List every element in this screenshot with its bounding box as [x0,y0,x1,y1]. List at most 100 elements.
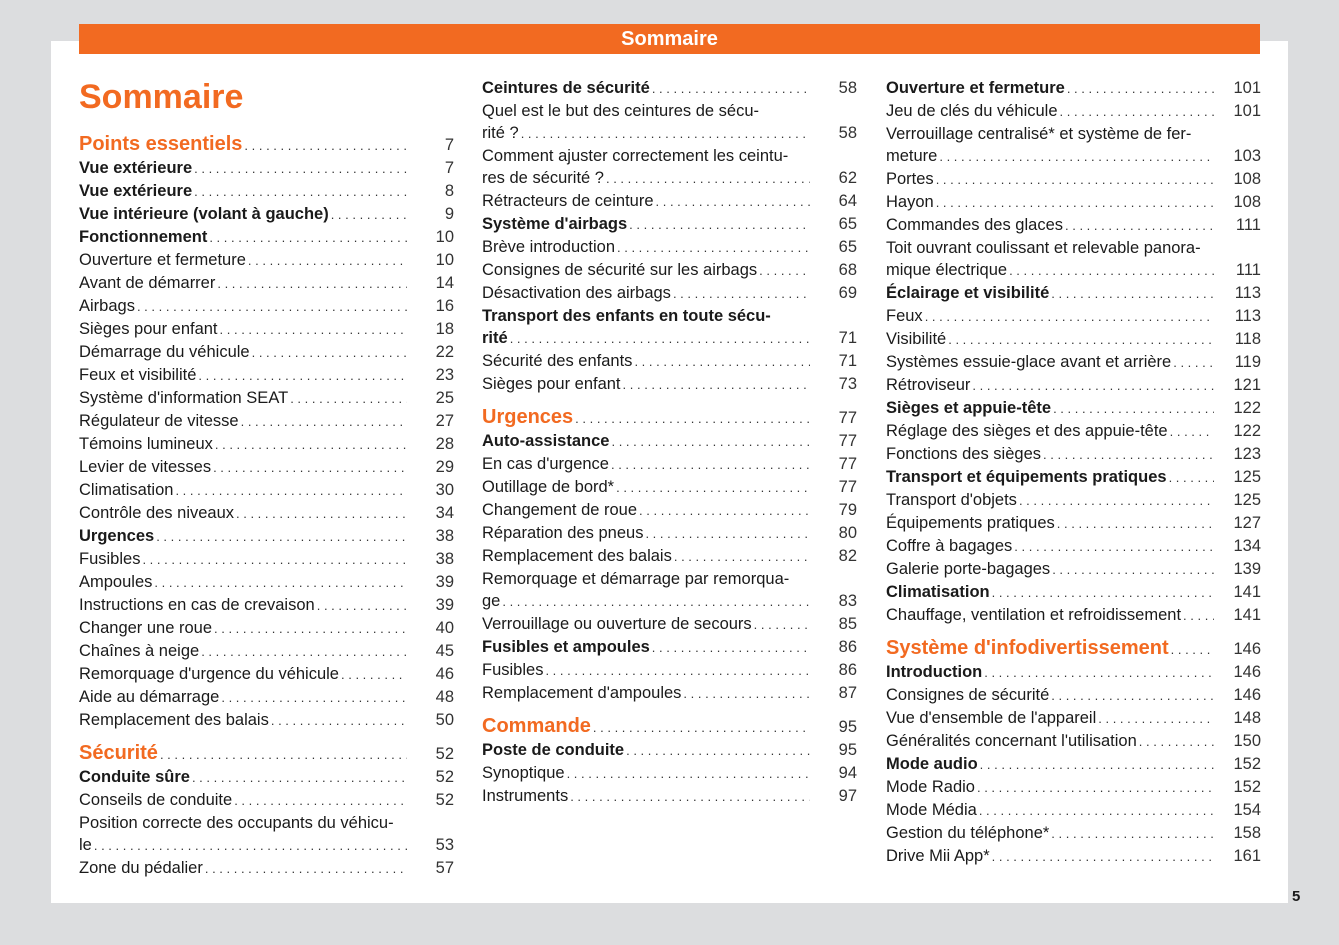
toc-entry[interactable]: En cas d'urgence 77 [482,453,857,476]
toc-entry[interactable]: Urgences 38 [79,525,454,548]
toc-page-number: 108 [1233,170,1261,188]
toc-entry[interactable]: Galerie porte-bagages 139 [886,558,1261,581]
toc-entry[interactable]: Outillage de bord* 77 [482,476,857,499]
toc-entry[interactable]: Systèmes essuie-glace avant et arrière 11… [886,351,1261,374]
toc-page-number: 113 [1234,307,1261,325]
toc-entry[interactable]: Vue extérieure 8 [79,180,454,203]
toc-entry[interactable]: Remplacement des balais 82 [482,545,857,568]
toc-entry[interactable]: Remorquage et démarrage par remorqua-ge 8… [482,568,857,613]
toc-entry[interactable]: Fusibles 86 [482,659,857,682]
toc-entry[interactable]: Ouverture et fermeture 10 [79,249,454,272]
toc-entry[interactable]: Sièges et appuie-tête 122 [886,397,1261,420]
toc-entry[interactable]: Réglage des sièges et des appuie-tête 122 [886,420,1261,443]
dot-leader [244,134,407,157]
toc-entry[interactable]: Mode Radio 152 [886,776,1261,799]
toc-entry[interactable]: Fusibles et ampoules 86 [482,636,857,659]
toc-entry[interactable]: Équipements pratiques 127 [886,512,1261,535]
toc-entry[interactable]: Chauffage, ventilation et refroidissemen… [886,604,1261,627]
toc-entry[interactable]: Levier de vitesses 29 [79,456,454,479]
toc-entry[interactable]: Démarrage du véhicule 22 [79,341,454,364]
dot-leader [1019,489,1214,512]
toc-entry[interactable]: Transport des enfants en toute sécu-rité… [482,305,857,350]
toc-entry[interactable]: Désactivation des airbags 69 [482,282,857,305]
toc-entry[interactable]: Système d'infodivertissement 146 [886,637,1261,661]
toc-entry[interactable]: Drive Mii App* 161 [886,845,1261,868]
toc-entry[interactable]: Mode audio 152 [886,753,1261,776]
toc-entry[interactable]: Vue extérieure 7 [79,157,454,180]
toc-entry[interactable]: Zone du pédalier 57 [79,857,454,880]
toc-entry[interactable]: Climatisation 141 [886,581,1261,604]
toc-entry[interactable]: Brève introduction 65 [482,236,857,259]
toc-entry[interactable]: Témoins lumineux 28 [79,433,454,456]
toc-entry[interactable]: Verrouillage ou ouverture de secours 85 [482,613,857,636]
toc-entry[interactable]: Ceintures de sécurité 58 [482,77,857,100]
toc-entry[interactable]: Instruments 97 [482,785,857,808]
toc-page-number: 125 [1233,491,1261,509]
toc-entry[interactable]: Consignes de sécurité sur les airbags 68 [482,259,857,282]
toc-entry[interactable]: Changer une roue 40 [79,617,454,640]
toc-entry[interactable]: Transport et équipements pratiques 125 [886,466,1261,489]
toc-entry[interactable]: Avant de démarrer 14 [79,272,454,295]
toc-entry[interactable]: Ouverture et fermeture 101 [886,77,1261,100]
toc-entry[interactable]: Verrouillage centralisé* et système de f… [886,123,1261,168]
toc-entry[interactable]: Rétracteurs de ceinture 64 [482,190,857,213]
toc-entry[interactable]: Feux 113 [886,305,1261,328]
toc-entry[interactable]: Ampoules 39 [79,571,454,594]
toc-page-number: 30 [435,481,454,499]
toc-entry[interactable]: Sécurité 52 [79,742,454,766]
toc-entry[interactable]: Fonctions des sièges 123 [886,443,1261,466]
toc-entry[interactable]: Gestion du téléphone* 158 [886,822,1261,845]
toc-entry[interactable]: Coffre à bagages 134 [886,535,1261,558]
toc-entry[interactable]: Chaînes à neige 45 [79,640,454,663]
toc-entry[interactable]: Feux et visibilité 23 [79,364,454,387]
toc-entry[interactable]: Système d'airbags 65 [482,213,857,236]
toc-entry[interactable]: Rétroviseur 121 [886,374,1261,397]
toc-entry[interactable]: Conduite sûre 52 [79,766,454,789]
toc-entry[interactable]: Régulateur de vitesse 27 [79,410,454,433]
toc-entry[interactable]: Conseils de conduite 52 [79,789,454,812]
toc-entry[interactable]: Position correcte des occupants du véhic… [79,812,454,857]
toc-entry[interactable]: Remorquage d'urgence du véhicule 46 [79,663,454,686]
toc-entry[interactable]: Hayon 108 [886,191,1261,214]
toc-entry[interactable]: Toit ouvrant coulissant et relevable pan… [886,237,1261,282]
toc-entry[interactable]: Contrôle des niveaux 34 [79,502,454,525]
toc-page-number: 69 [838,284,857,302]
toc-entry[interactable]: Éclairage et visibilité 113 [886,282,1261,305]
toc-entry[interactable]: Sièges pour enfant 18 [79,318,454,341]
toc-entry[interactable]: Vue d'ensemble de l'appareil 148 [886,707,1261,730]
toc-entry[interactable]: Airbags 16 [79,295,454,318]
toc-entry[interactable]: Généralités concernant l'utilisation 150 [886,730,1261,753]
toc-entry[interactable]: Commandes des glaces 111 [886,214,1261,237]
toc-entry[interactable]: Sièges pour enfant 73 [482,373,857,396]
toc-entry[interactable]: Synoptique 94 [482,762,857,785]
dot-leader [992,581,1214,604]
toc-entry[interactable]: Fonctionnement 10 [79,226,454,249]
toc-entry[interactable]: Urgences 77 [482,406,857,430]
toc-entry[interactable]: Portes 108 [886,168,1261,191]
toc-entry[interactable]: Sécurité des enfants 71 [482,350,857,373]
toc-entry-text: Climatisation [79,481,174,499]
toc-entry[interactable]: Transport d'objets 125 [886,489,1261,512]
toc-entry[interactable]: Fusibles 38 [79,548,454,571]
toc-entry[interactable]: Climatisation 30 [79,479,454,502]
toc-entry[interactable]: Introduction 146 [886,661,1261,684]
toc-entry[interactable]: Instructions en cas de crevaison 39 [79,594,454,617]
toc-entry[interactable]: Comment ajuster correctement les ceintu-… [482,145,857,190]
toc-entry[interactable]: Mode Média 154 [886,799,1261,822]
toc-entry[interactable]: Remplacement d'ampoules 87 [482,682,857,705]
toc-entry[interactable]: Système d'information SEAT 25 [79,387,454,410]
toc-entry[interactable]: Quel est le but des ceintures de sécu-ri… [482,100,857,145]
toc-entry[interactable]: Auto-assistance 77 [482,430,857,453]
toc-entry[interactable]: Aide au démarrage 48 [79,686,454,709]
toc-entry[interactable]: Poste de conduite 95 [482,739,857,762]
dot-leader [341,663,407,686]
toc-entry[interactable]: Points essentiels 7 [79,133,454,157]
toc-entry[interactable]: Vue intérieure (volant à gauche) 9 [79,203,454,226]
toc-entry[interactable]: Remplacement des balais 50 [79,709,454,732]
toc-entry[interactable]: Visibilité 118 [886,328,1261,351]
toc-entry[interactable]: Réparation des pneus 80 [482,522,857,545]
toc-entry[interactable]: Jeu de clés du véhicule 101 [886,100,1261,123]
toc-entry[interactable]: Commande 95 [482,715,857,739]
toc-entry[interactable]: Changement de roue 79 [482,499,857,522]
toc-entry[interactable]: Consignes de sécurité 146 [886,684,1261,707]
